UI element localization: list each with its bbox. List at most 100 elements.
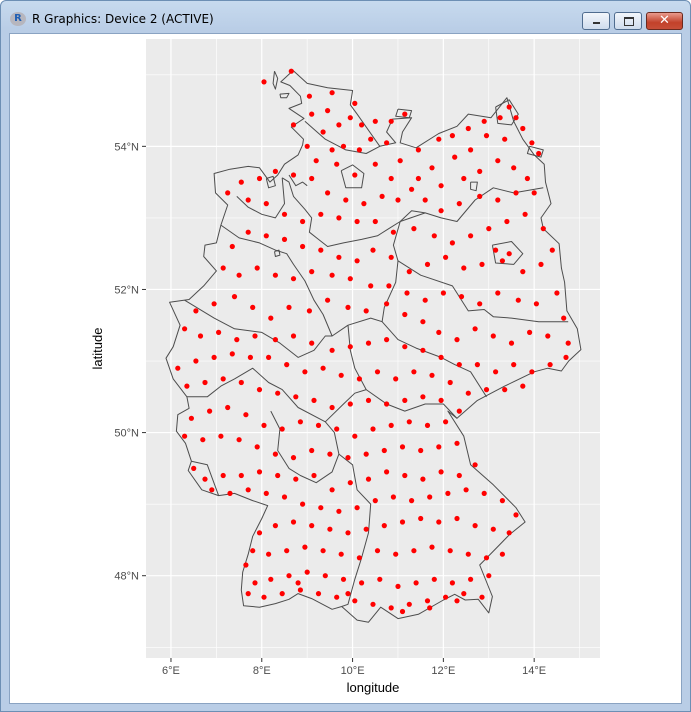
data-point <box>309 269 315 275</box>
data-point <box>506 104 512 110</box>
title-bar[interactable]: R R Graphics: Device 2 (ACTIVE) ✕ <box>1 1 690 33</box>
data-point <box>381 523 387 529</box>
data-point <box>495 158 501 164</box>
data-point <box>549 247 555 253</box>
data-point <box>497 115 503 121</box>
data-point <box>325 297 331 303</box>
close-button[interactable]: ✕ <box>646 12 683 30</box>
data-point <box>365 397 372 403</box>
data-point <box>315 422 322 428</box>
data-point <box>499 258 505 264</box>
data-point <box>479 594 485 600</box>
data-point <box>372 218 378 225</box>
minimize-button[interactable] <box>582 12 610 30</box>
state-borders <box>165 70 582 623</box>
data-point <box>490 526 496 532</box>
data-point <box>281 494 288 500</box>
data-point <box>290 455 297 461</box>
data-point <box>182 433 188 439</box>
data-point <box>486 226 492 232</box>
data-point <box>431 233 437 239</box>
boundary-state-line-2 <box>220 221 401 337</box>
data-point <box>388 118 394 124</box>
boundary-island-sylt <box>272 70 279 90</box>
data-point <box>263 233 269 239</box>
data-point <box>493 369 499 375</box>
data-point <box>352 598 358 604</box>
data-point <box>327 451 333 457</box>
data-point <box>256 469 263 475</box>
data-point <box>447 548 453 554</box>
data-point <box>499 498 505 504</box>
data-point <box>300 218 306 225</box>
data-point <box>318 505 324 511</box>
data-point <box>245 487 251 493</box>
data-point <box>313 158 319 164</box>
data-point <box>279 426 285 432</box>
data-point <box>202 476 208 482</box>
data-point <box>397 158 403 164</box>
data-point <box>254 444 260 450</box>
data-point <box>377 576 383 582</box>
data-point <box>229 243 235 250</box>
data-point <box>247 354 253 360</box>
data-point <box>395 583 401 590</box>
data-point <box>379 193 385 199</box>
data-point <box>429 544 435 550</box>
boundary-state-line-4 <box>397 260 569 323</box>
data-point <box>468 576 474 582</box>
data-point <box>406 601 412 607</box>
data-point <box>304 143 310 149</box>
boundary-state-line-8 <box>191 460 220 496</box>
data-point <box>218 433 224 439</box>
boundary-island-usedom <box>526 145 544 158</box>
data-point <box>454 440 460 446</box>
data-point <box>402 472 408 479</box>
data-point <box>438 397 444 403</box>
data-point <box>495 290 501 296</box>
data-point <box>513 115 519 121</box>
plot-canvas: 6°E 8°E 10°E 12°E 14°E 48°N 50°N 52°N 54°N long… <box>9 33 682 704</box>
data-point <box>290 519 297 525</box>
data-point <box>197 333 204 339</box>
y-tick-label: 48°N <box>114 571 139 583</box>
y-tick-label: 50°N <box>114 428 139 440</box>
data-point <box>370 601 376 607</box>
data-point <box>443 594 449 600</box>
map-scatter-plot: 6°E 8°E 10°E 12°E 14°E 48°N 50°N 52°N 54°N long… <box>90 39 600 695</box>
data-point <box>384 337 390 343</box>
boundary-state-line-10 <box>324 389 367 423</box>
data-point <box>320 548 326 554</box>
data-point <box>447 379 453 386</box>
data-point <box>275 472 281 479</box>
data-point <box>538 261 544 267</box>
data-point <box>272 272 278 278</box>
data-point <box>336 122 342 128</box>
data-point <box>461 591 467 597</box>
boundary-island-fehmarn <box>395 108 413 119</box>
data-point <box>238 379 244 386</box>
data-point <box>527 329 533 335</box>
data-point <box>429 165 435 171</box>
maximize-button[interactable] <box>614 12 642 30</box>
data-point <box>402 311 408 318</box>
data-point <box>306 308 312 314</box>
data-point <box>465 390 471 396</box>
data-point <box>290 172 297 178</box>
data-point <box>513 512 519 518</box>
data-point <box>368 283 374 289</box>
data-point <box>352 100 358 106</box>
data-point <box>483 387 490 393</box>
data-point <box>436 519 442 525</box>
data-point <box>511 362 517 368</box>
data-point <box>309 523 315 529</box>
boundary-state-line-15 <box>184 299 333 358</box>
data-point <box>449 133 455 139</box>
data-point <box>336 254 342 260</box>
data-point <box>411 369 417 375</box>
data-point <box>415 147 421 153</box>
data-point <box>334 426 340 432</box>
y-tick-label: 54°N <box>114 141 139 153</box>
data-point <box>388 175 394 182</box>
data-point <box>365 340 372 346</box>
